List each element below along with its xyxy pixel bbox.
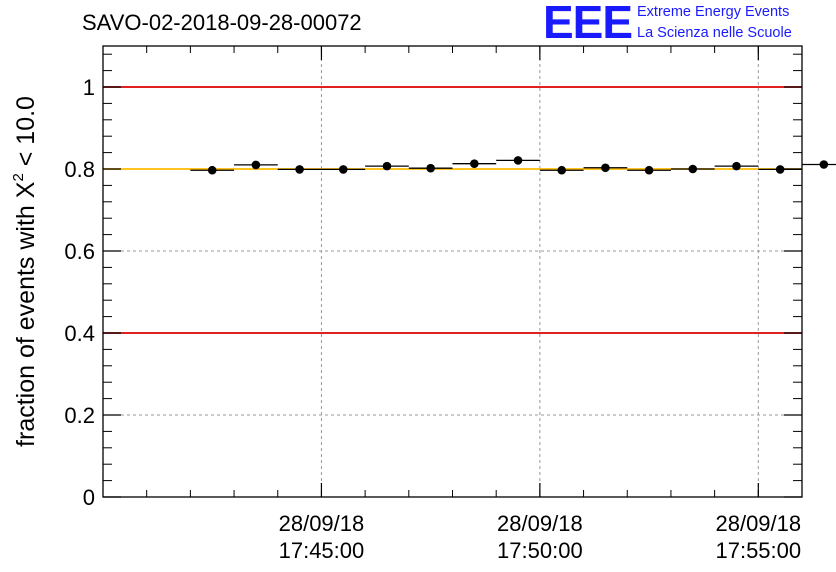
y-tick-label: 0.6	[64, 239, 95, 264]
x-tick-date: 28/09/18	[715, 511, 801, 536]
run-title: SAVO-02-2018-09-28-00072	[82, 10, 362, 35]
data-point	[644, 165, 654, 175]
y-axis-title-suffix: < 10.0	[12, 96, 40, 173]
data-point	[688, 164, 698, 174]
axis-ticks	[102, 46, 803, 498]
data-point	[207, 165, 217, 175]
data-point	[557, 165, 567, 175]
x-tick-time: 17:50:00	[497, 538, 583, 563]
data-point	[819, 160, 829, 169]
x-tick-time: 17:55:00	[715, 538, 801, 563]
eee-logo: EEE Extreme Energy Events La Scienza nel…	[543, 0, 833, 48]
data-point	[513, 156, 523, 165]
y-tick-label: 0.2	[64, 403, 95, 428]
logo-mark: EEE	[543, 0, 633, 48]
y-tick-label: 1	[83, 75, 95, 100]
plot-frame	[102, 45, 803, 498]
y-tick-label: 0.8	[64, 157, 95, 182]
logo-tagline-1: Extreme Energy Events	[637, 4, 790, 20]
x-tick-time: 17:45:00	[279, 538, 365, 563]
data-point	[601, 163, 610, 173]
y-tick-label: 0.4	[64, 321, 95, 346]
y-axis-title-exponent: 2	[10, 173, 27, 181]
data-points	[190, 156, 836, 175]
y-axis-title-prefix: fraction of events with	[12, 198, 40, 447]
data-point	[295, 165, 304, 174]
data-point	[732, 161, 741, 171]
data-point	[426, 163, 435, 173]
y-axis-title-symbol: X	[12, 181, 40, 198]
data-point	[251, 160, 261, 170]
data-point	[382, 161, 392, 171]
y-axis-title: fraction of events with X2 < 10.0	[10, 96, 40, 447]
y-tick-label: 0	[83, 485, 95, 510]
data-point	[470, 159, 479, 168]
data-point	[338, 165, 348, 174]
logo-tagline-2: La Scienza nelle Scuole	[637, 25, 792, 41]
grid-layer	[103, 46, 802, 497]
reference-lines	[103, 86, 802, 334]
x-tick-date: 28/09/18	[497, 511, 583, 536]
x-tick-date: 28/09/18	[279, 511, 365, 536]
data-point	[775, 165, 785, 174]
axis-labels: 00.20.40.60.8128/09/1817:45:0028/09/1817…	[64, 75, 801, 563]
